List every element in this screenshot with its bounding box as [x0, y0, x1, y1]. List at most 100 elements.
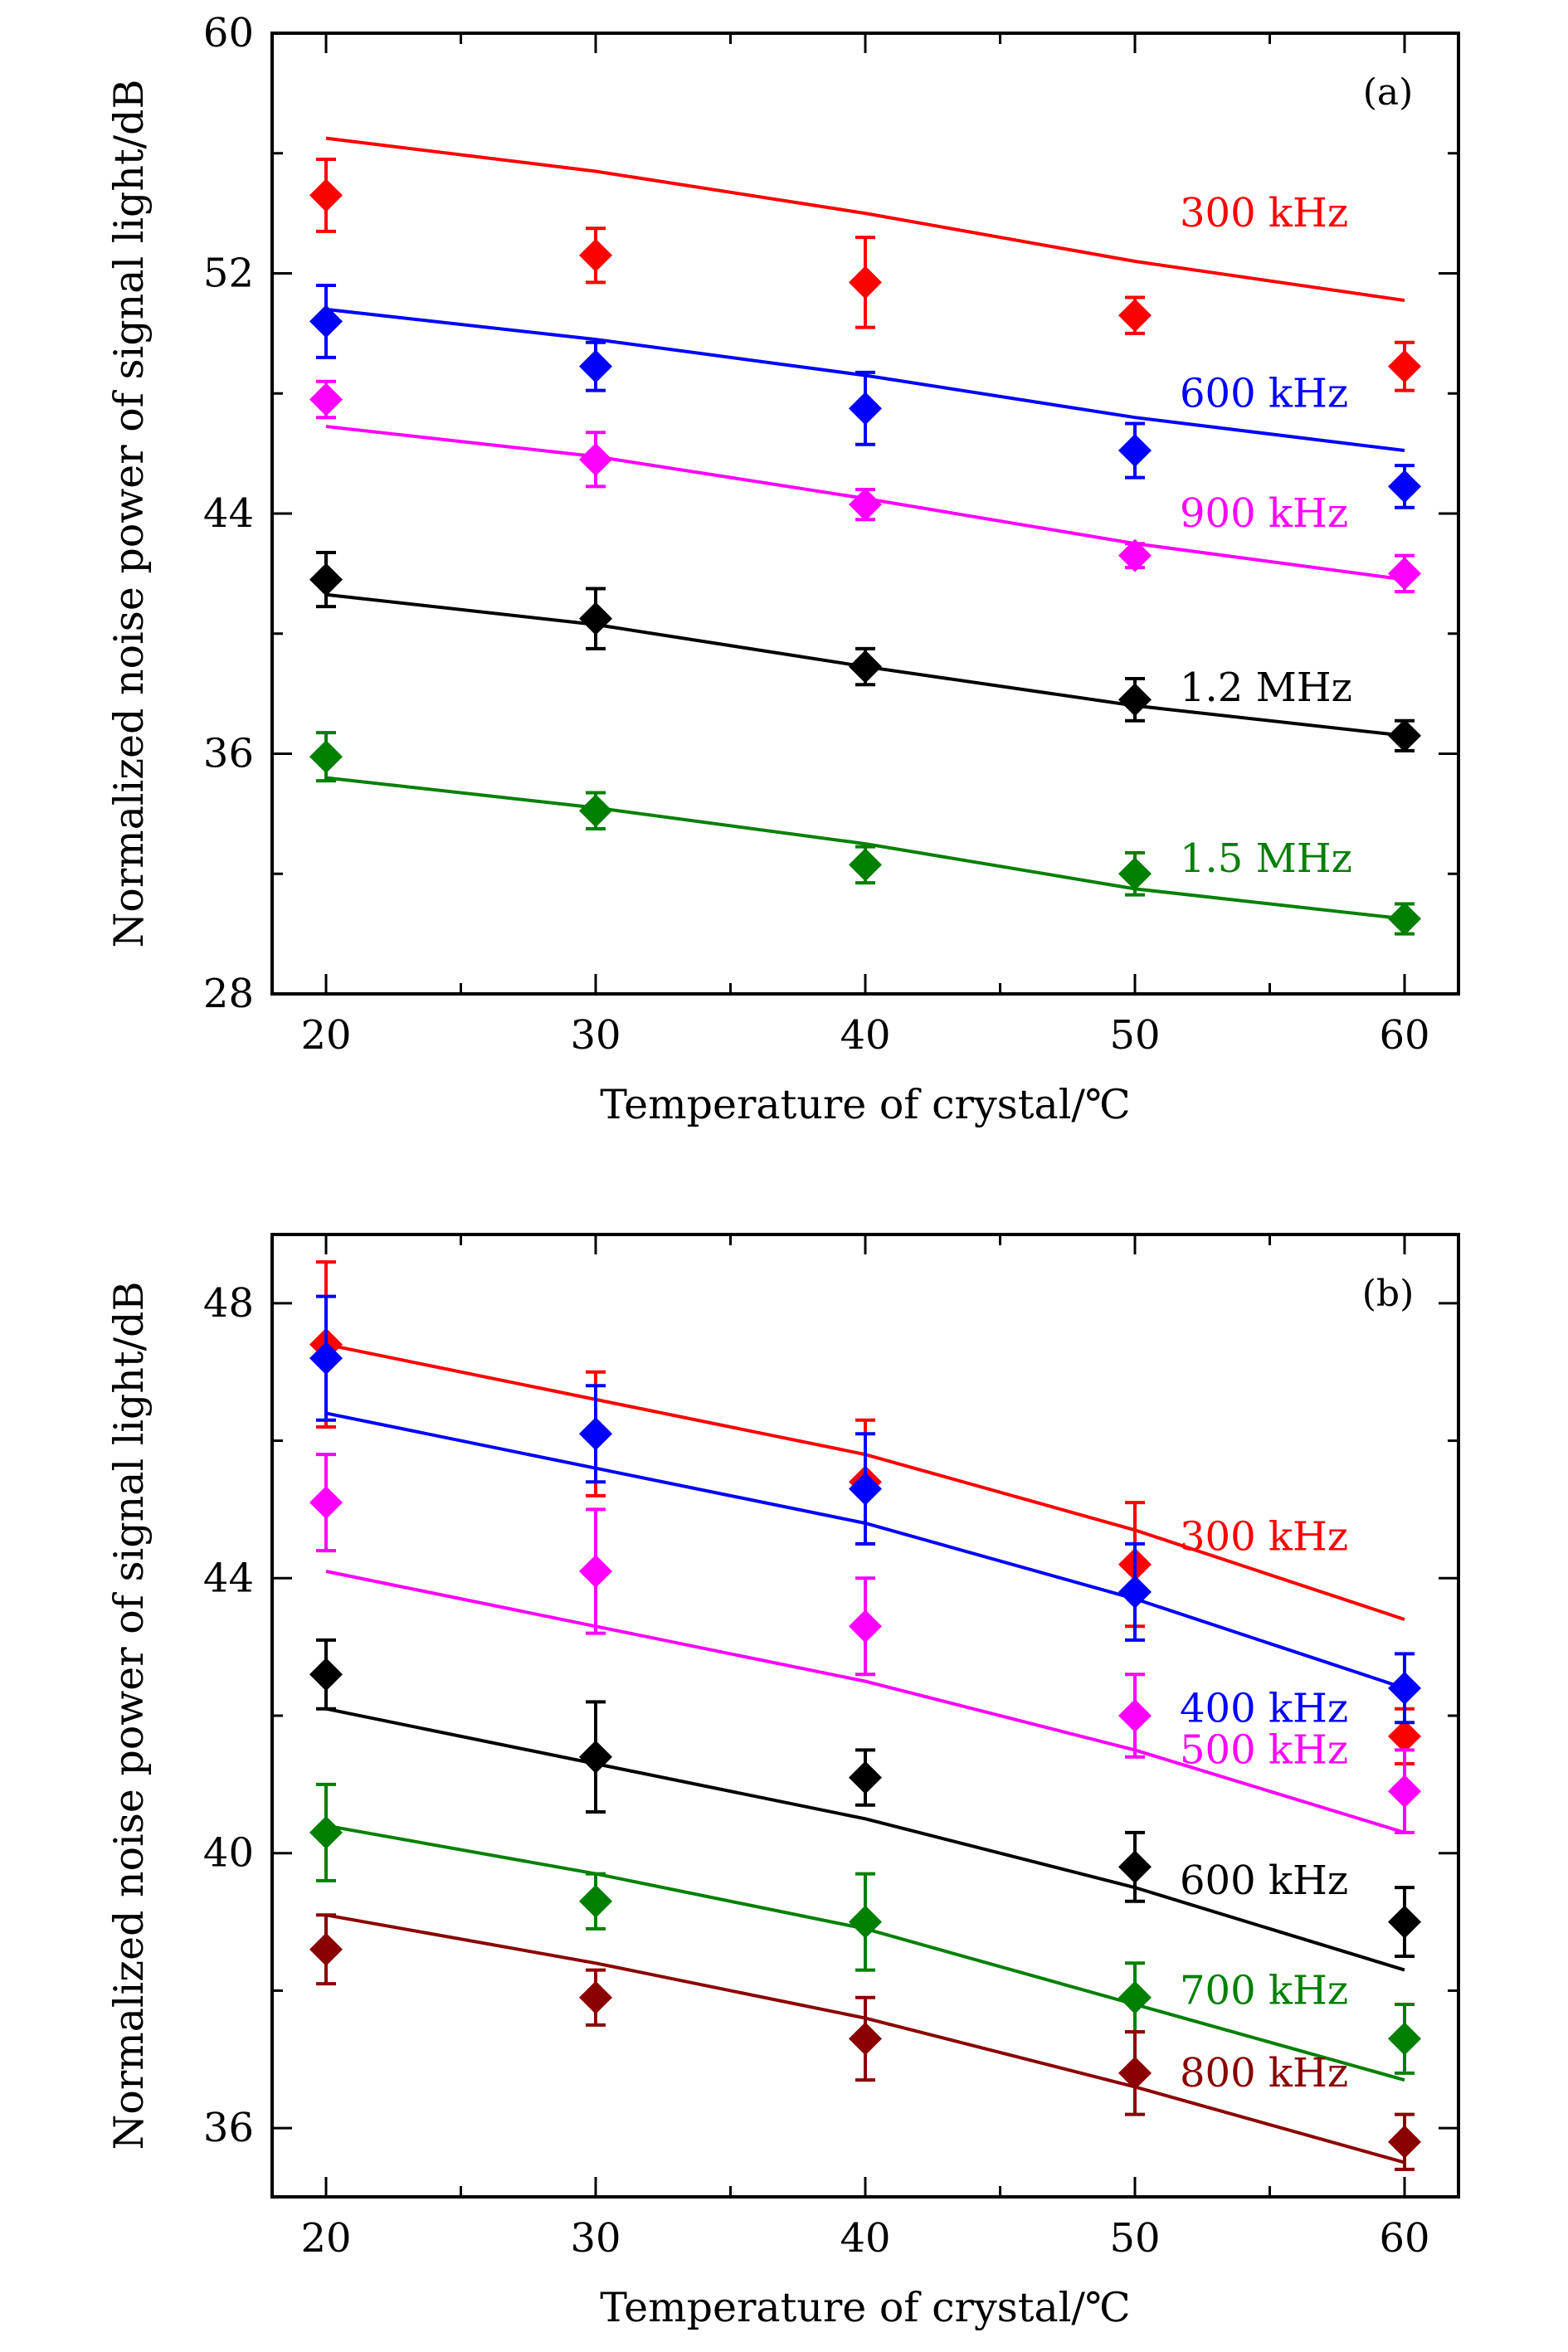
- series-label: 500 kHz: [1180, 1726, 1348, 1773]
- data-point: [1118, 683, 1152, 717]
- data-point: [1388, 2022, 1421, 2056]
- x-tick-label: 50: [1109, 2215, 1160, 2262]
- series-800-khz: 800 kHz: [309, 1913, 1421, 2171]
- data-point: [849, 2022, 882, 2056]
- data-point: [849, 488, 882, 522]
- data-point: [849, 392, 882, 426]
- data-point: [309, 382, 343, 416]
- data-point: [309, 1932, 343, 1966]
- y-tick-label: 36: [203, 2105, 254, 2151]
- y-tick-label: 28: [203, 971, 254, 1017]
- y-tick-label: 60: [203, 10, 254, 56]
- series-1-2-mhz: 1.2 MHz: [309, 551, 1421, 752]
- data-point: [849, 1760, 882, 1794]
- x-axis-label: Temperature of crystal/℃: [600, 1081, 1130, 1128]
- y-tick-label: 48: [203, 1280, 254, 1327]
- x-tick-label: 50: [1109, 1012, 1160, 1059]
- x-tick-label: 20: [300, 2215, 351, 2262]
- x-tick-label: 30: [570, 1012, 621, 1059]
- chart-marks: 300 kHz 600 kHz 900 kHz 1.2 MHz 1.5 MHz: [309, 136, 1421, 936]
- series-label: 300 kHz: [1180, 190, 1348, 236]
- data-point: [1118, 857, 1152, 891]
- data-point: [1118, 1575, 1152, 1609]
- fit-line: [325, 1570, 1405, 1834]
- fit-line: [325, 136, 1405, 303]
- data-point: [849, 1472, 882, 1506]
- data-point: [1388, 470, 1421, 504]
- x-tick-label: 60: [1379, 1012, 1429, 1059]
- x-tick-label: 60: [1379, 2215, 1429, 2262]
- series-600-khz: 600 kHz: [309, 1638, 1421, 1972]
- y-axis-label: Normalized noise power of signal light/d…: [105, 79, 153, 947]
- axis-ticks: 20 30 40 50 60 36 40 44 48: [203, 1234, 1458, 2262]
- data-point: [1388, 1905, 1421, 1939]
- data-point: [1388, 349, 1421, 383]
- x-tick-label: 30: [570, 2215, 621, 2262]
- series-600-khz: 600 kHz: [309, 283, 1421, 509]
- fit-line: [325, 1707, 1405, 1972]
- data-point: [579, 1980, 612, 2014]
- series-500-khz: 500 kHz: [309, 1453, 1421, 1834]
- data-point: [579, 1555, 612, 1588]
- data-point: [579, 794, 612, 828]
- series-1-5-mhz: 1.5 MHz: [309, 731, 1421, 936]
- data-point: [1118, 1699, 1152, 1732]
- data-point: [579, 238, 612, 272]
- series-400-khz: 400 kHz: [309, 1294, 1421, 1732]
- data-point: [849, 1905, 882, 1939]
- fit-line: [325, 776, 1405, 921]
- data-point: [1118, 434, 1152, 468]
- chart-panel-a: 300 kHz 600 kHz 900 kHz 1.2 MHz 1.5 MHz 20 30…: [105, 10, 1460, 1128]
- data-point: [1388, 2125, 1421, 2159]
- data-point: [1118, 2056, 1152, 2090]
- series-label: 700 kHz: [1180, 1967, 1348, 2014]
- data-point: [309, 1658, 343, 1692]
- data-point: [1388, 1671, 1421, 1705]
- x-tick-label: 20: [300, 1012, 351, 1059]
- data-point: [309, 1342, 343, 1376]
- data-point: [1388, 557, 1421, 591]
- panel-label: (a): [1363, 71, 1414, 114]
- data-point: [1118, 1850, 1152, 1884]
- data-point: [309, 740, 343, 774]
- data-point: [1388, 1775, 1421, 1809]
- axis-ticks: 20 30 40 50 60 28 36 44 52 60: [203, 10, 1458, 1059]
- panel-label: (b): [1362, 1273, 1415, 1315]
- series-label: 1.2 MHz: [1180, 665, 1352, 711]
- data-point: [579, 601, 612, 635]
- data-point: [1118, 1980, 1152, 2014]
- series-label: 300 kHz: [1180, 1514, 1348, 1561]
- data-point: [309, 178, 343, 212]
- y-tick-label: 44: [203, 490, 254, 537]
- data-point: [309, 1815, 343, 1849]
- x-tick-label: 40: [840, 1012, 890, 1059]
- series-900-khz: 900 kHz: [309, 379, 1421, 594]
- data-point: [1388, 718, 1421, 752]
- series-label: 900 kHz: [1180, 490, 1348, 537]
- data-point: [579, 442, 612, 476]
- series-label: 600 kHz: [1180, 370, 1348, 416]
- y-tick-label: 44: [203, 1555, 254, 1601]
- series-label: 600 kHz: [1180, 1858, 1348, 1904]
- data-point: [309, 304, 343, 338]
- x-tick-label: 40: [840, 2215, 890, 2262]
- data-point: [579, 1740, 612, 1774]
- series-label: 800 kHz: [1180, 2050, 1348, 2096]
- data-point: [849, 650, 882, 684]
- data-point: [1388, 902, 1421, 936]
- data-point: [579, 1417, 612, 1451]
- series-700-khz: 700 kHz: [309, 1782, 1421, 2082]
- data-point: [579, 349, 612, 383]
- data-point: [579, 1884, 612, 1918]
- x-axis-label: Temperature of crystal/℃: [600, 2284, 1130, 2331]
- data-point: [309, 1486, 343, 1520]
- data-point: [849, 848, 882, 882]
- data-point: [849, 1609, 882, 1643]
- data-point: [849, 265, 882, 299]
- data-point: [309, 562, 343, 597]
- data-point: [1388, 1719, 1421, 1753]
- y-tick-label: 40: [203, 1830, 254, 1877]
